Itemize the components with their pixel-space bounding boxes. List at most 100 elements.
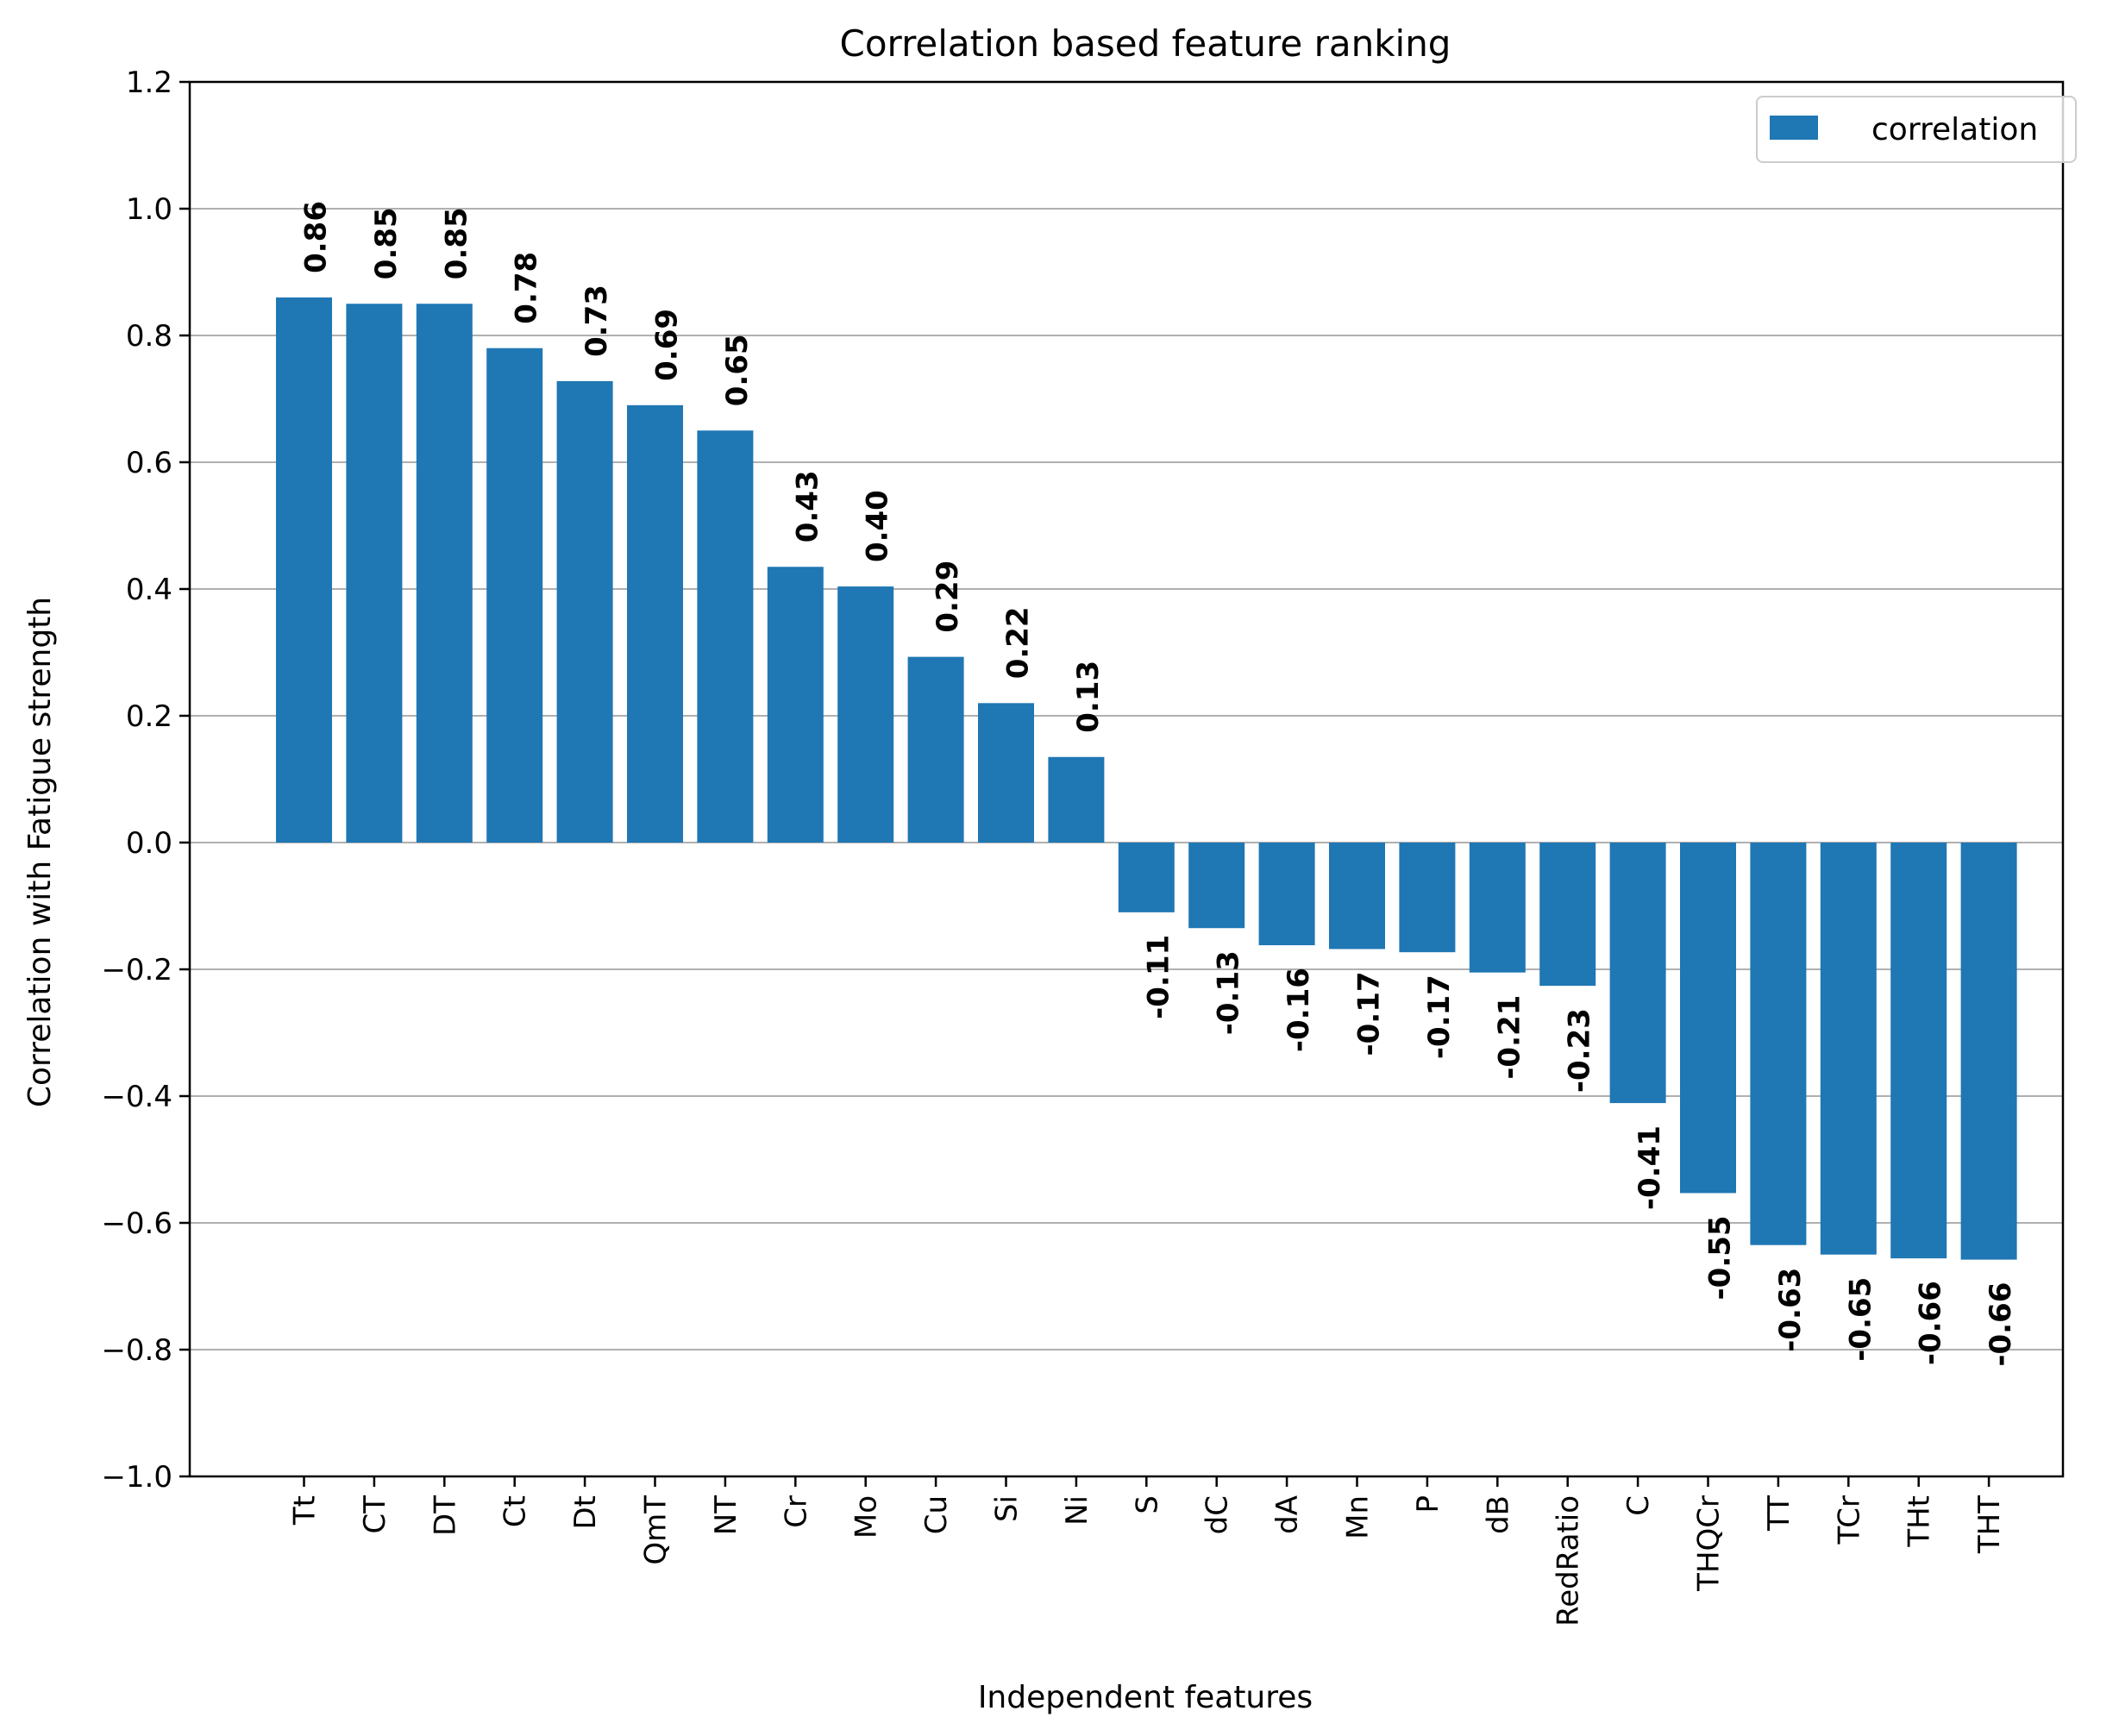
- bar-Cu: [907, 656, 964, 843]
- data-label-THQCr: -0.55: [1703, 1215, 1738, 1300]
- bar-TCr: [1820, 843, 1877, 1255]
- bar-QmT: [627, 404, 683, 843]
- data-label-dB: -0.21: [1492, 995, 1527, 1080]
- x-tick-label-dB: dB: [1481, 1495, 1515, 1534]
- data-label-Cu: 0.29: [931, 561, 965, 633]
- data-label-Mo: 0.40: [861, 490, 895, 562]
- bar-TT: [1750, 843, 1807, 1245]
- y-tick-label: −0.6: [101, 1206, 172, 1241]
- data-label-NT: 0.65: [720, 334, 755, 406]
- data-label-Mn: -0.17: [1352, 971, 1387, 1056]
- plot-frame: [188, 80, 2065, 1478]
- bar-RedRatio: [1539, 843, 1596, 987]
- legend-swatch: [1770, 116, 1818, 140]
- y-tick-label: −0.2: [101, 953, 172, 987]
- data-label-Tt: 0.86: [299, 201, 334, 273]
- x-tick-label-THQCr: THQCr: [1692, 1495, 1727, 1592]
- data-label-C: -0.41: [1633, 1125, 1667, 1210]
- bar-dB: [1469, 843, 1526, 973]
- x-tick-label-CT: CT: [358, 1495, 392, 1534]
- data-label-S: -0.11: [1141, 935, 1175, 1019]
- data-label-TT: -0.63: [1773, 1268, 1808, 1352]
- data-label-Ni: 0.13: [1071, 661, 1106, 733]
- bar-DT: [416, 304, 473, 843]
- y-axis-ticks: −1.0 −0.8 −0.6 −0.4 −0.2 0.0 0.2 0.4 0.6 0.8 1.0 1.…: [101, 66, 190, 1495]
- data-labels: 0.86 0.85 0.85 0.78 0.73 0.69 0.65 0.43 0.40 0.29…: [299, 201, 2019, 1367]
- bar-Si: [978, 703, 1034, 843]
- x-axis-label: Independent features: [978, 1680, 1313, 1715]
- x-tick-label-P: P: [1411, 1495, 1445, 1514]
- x-tick-label-S: S: [1130, 1495, 1164, 1514]
- bar-Ct: [486, 348, 543, 843]
- bar-Tt: [276, 297, 332, 843]
- y-tick-label: −0.4: [101, 1080, 172, 1114]
- y-tick-label: 0.0: [126, 826, 172, 861]
- data-label-QmT: 0.69: [650, 309, 685, 381]
- y-tick-label: 0.2: [126, 699, 172, 734]
- legend-frame: [1756, 96, 2077, 163]
- x-tick-label-dA: dA: [1270, 1495, 1305, 1534]
- x-tick-label-QmT: QmT: [639, 1495, 674, 1565]
- data-label-Ct: 0.78: [510, 252, 544, 324]
- x-tick-label-C: C: [1621, 1495, 1656, 1516]
- y-tick-label: 0.4: [126, 573, 172, 607]
- data-label-TCr: -0.65: [1843, 1277, 1878, 1362]
- data-label-DT: 0.85: [439, 207, 473, 279]
- x-tick-label-Si: Si: [990, 1495, 1025, 1522]
- bar-Mo: [837, 586, 894, 843]
- x-tick-label-Mn: Mn: [1341, 1495, 1376, 1539]
- y-tick-label: −0.8: [101, 1333, 172, 1368]
- bar-NT: [697, 430, 754, 843]
- data-label-dA: -0.16: [1282, 968, 1316, 1052]
- x-tick-label-RedRatio: RedRatio: [1552, 1495, 1586, 1626]
- x-tick-label-DT: DT: [428, 1495, 462, 1536]
- data-label-THt: -0.66: [1914, 1281, 1948, 1365]
- bar-Dt: [556, 380, 613, 843]
- bar-series-correlation: [276, 297, 2017, 1260]
- x-tick-label-TT: TT: [1762, 1495, 1796, 1532]
- y-tick-label: 0.8: [126, 319, 172, 354]
- x-tick-label-Tt: Tt: [288, 1495, 323, 1526]
- data-label-P: -0.17: [1422, 975, 1457, 1059]
- x-tick-label-Ni: Ni: [1060, 1495, 1094, 1526]
- bar-P: [1399, 843, 1456, 953]
- bar-S: [1118, 843, 1175, 912]
- data-label-Si: 0.22: [1001, 606, 1036, 679]
- bar-THT: [1960, 843, 2017, 1260]
- y-tick-label: 1.0: [126, 192, 172, 227]
- data-label-Cr: 0.43: [790, 470, 824, 542]
- x-tick-label-THT: THT: [1972, 1495, 2007, 1554]
- data-label-RedRatio: -0.23: [1563, 1008, 1597, 1093]
- y-axis-label: Correlation with Fatigue strength: [22, 597, 58, 1107]
- bar-Mn: [1329, 843, 1385, 949]
- bar-THt: [1890, 843, 1947, 1259]
- y-tick-label: 1.2: [126, 66, 172, 100]
- x-tick-label-dC: dC: [1201, 1495, 1235, 1534]
- bar-dA: [1258, 843, 1315, 946]
- legend-entry-correlation: correlation: [1871, 112, 2038, 147]
- bar-Ni: [1048, 756, 1105, 843]
- bar-Cr: [767, 567, 824, 843]
- x-tick-label-Cr: Cr: [779, 1495, 813, 1528]
- legend: correlation: [1756, 96, 2077, 163]
- x-tick-label-Mo: Mo: [849, 1495, 884, 1539]
- bar-CT: [346, 304, 403, 843]
- chart-title: Correlation based feature ranking: [840, 22, 1451, 65]
- bar-dC: [1188, 843, 1245, 929]
- x-tick-label-TCr: TCr: [1832, 1495, 1866, 1545]
- data-label-Dt: 0.73: [580, 285, 614, 357]
- x-tick-label-Cu: Cu: [919, 1495, 954, 1534]
- bar-THQCr: [1680, 843, 1736, 1194]
- x-tick-label-Dt: Dt: [568, 1495, 603, 1530]
- bar-C: [1609, 843, 1666, 1104]
- x-tick-label-NT: NT: [709, 1495, 743, 1535]
- data-label-dC: -0.13: [1212, 950, 1246, 1035]
- x-tick-label-THt: THt: [1903, 1495, 1937, 1548]
- data-label-CT: 0.85: [369, 207, 404, 279]
- y-tick-label: −1.0: [101, 1460, 172, 1495]
- data-label-THT: -0.66: [1984, 1282, 2018, 1367]
- y-tick-label: 0.6: [126, 446, 172, 480]
- x-tick-label-Ct: Ct: [498, 1495, 533, 1527]
